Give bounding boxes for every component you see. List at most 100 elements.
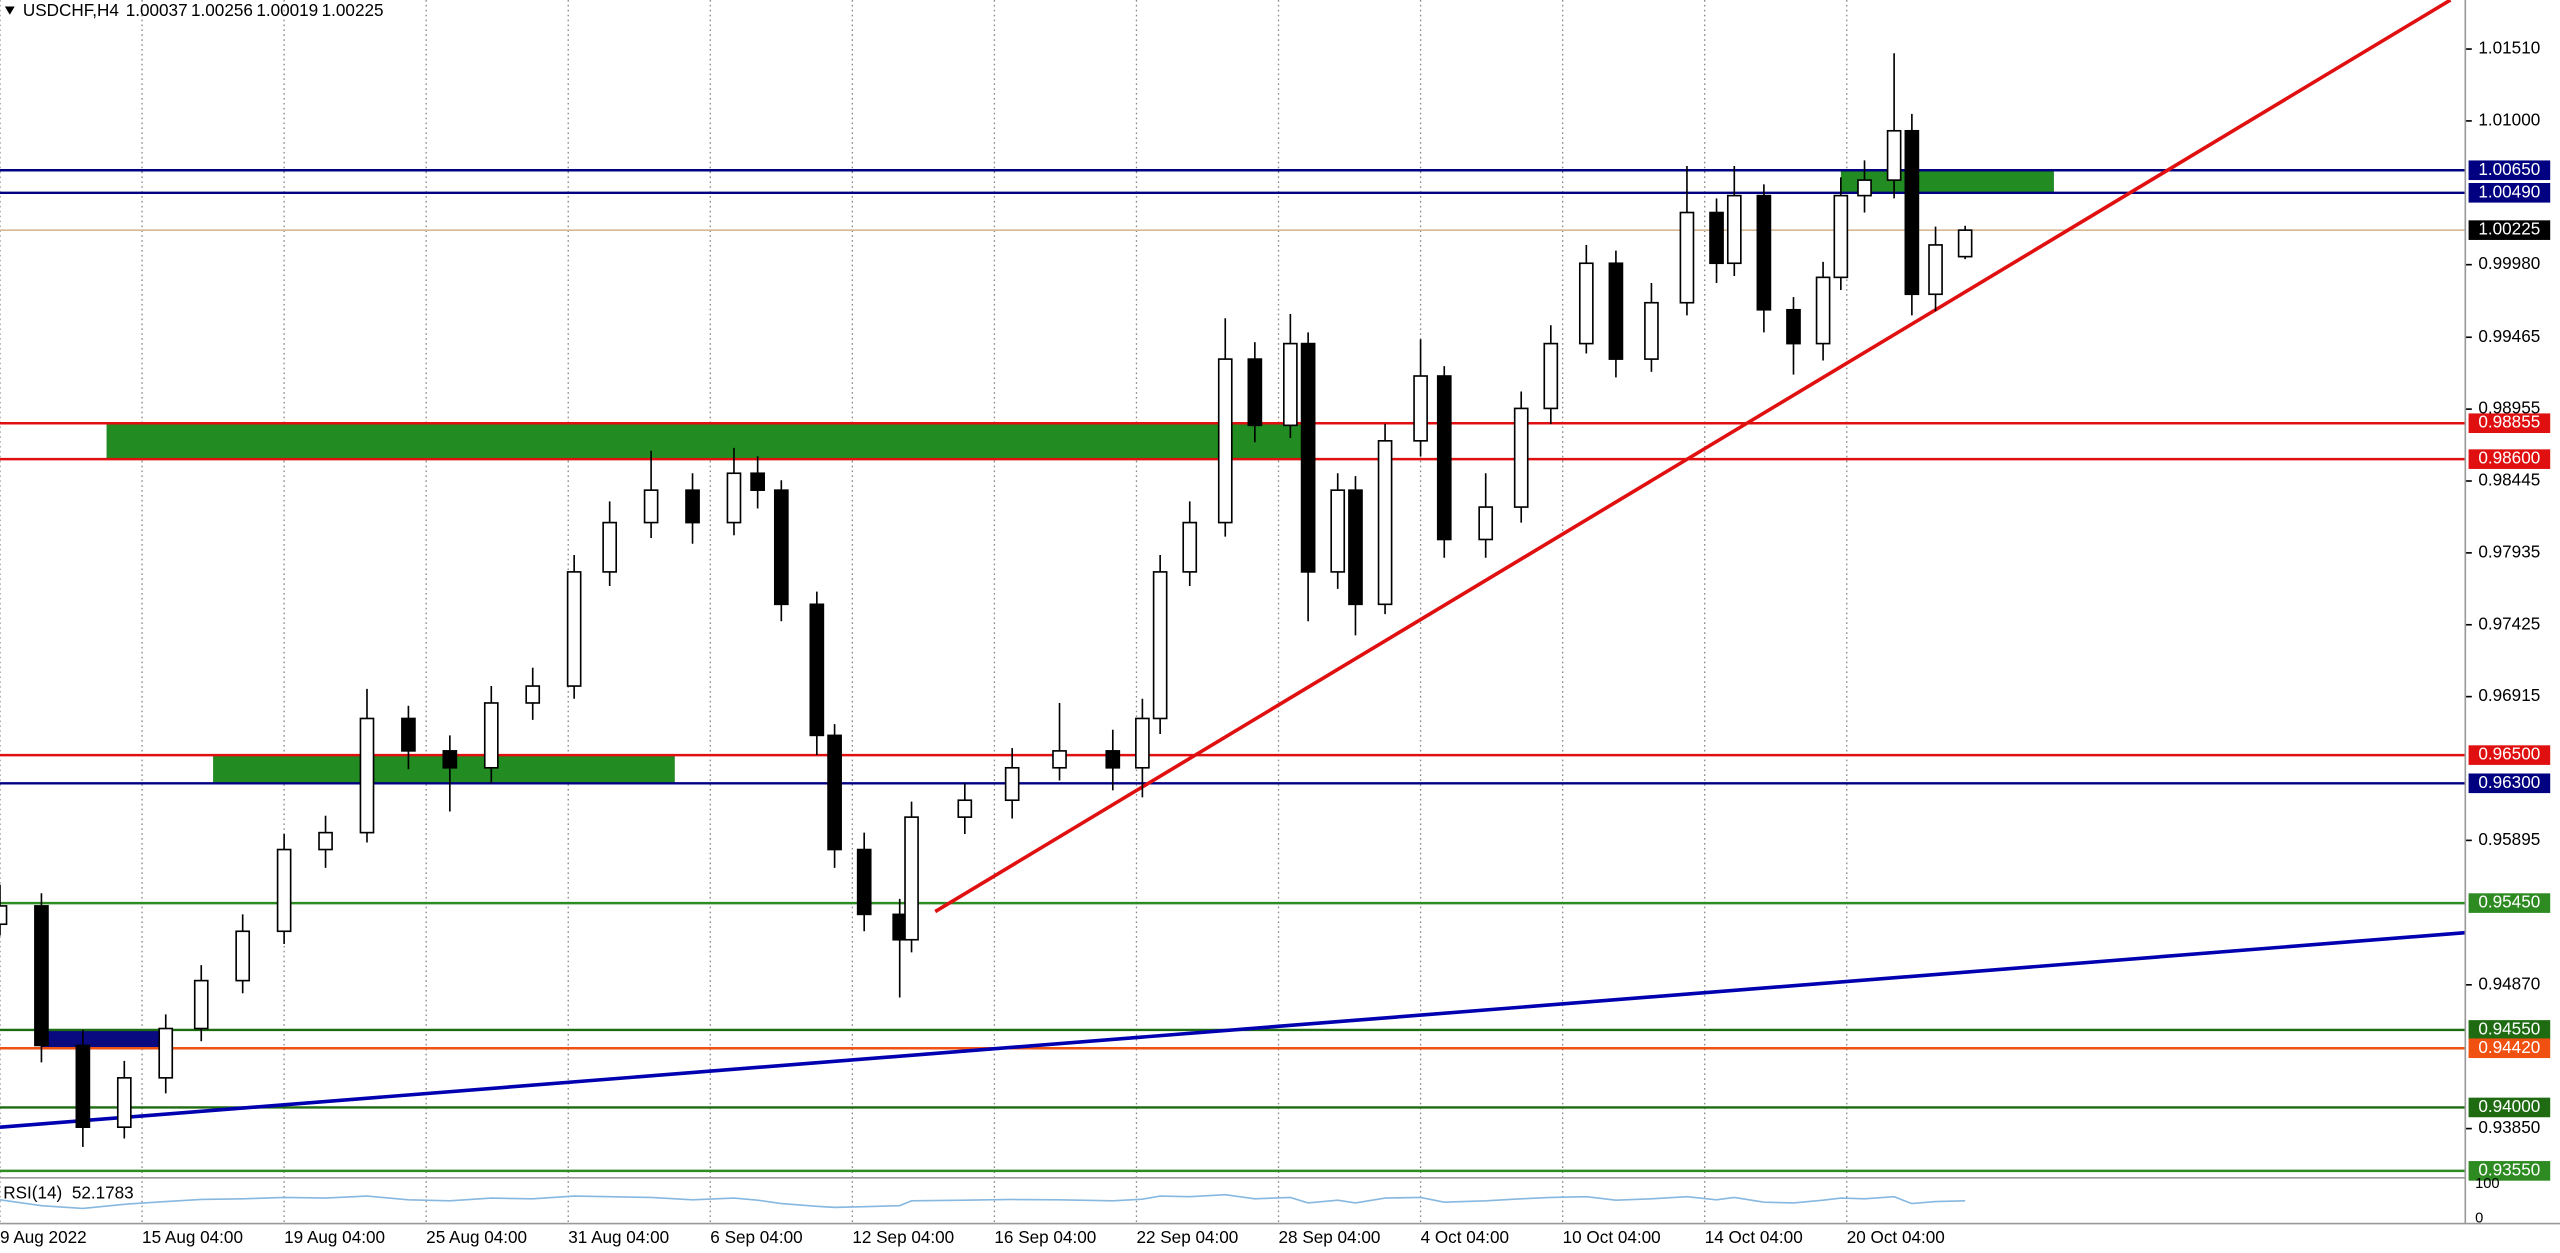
candle-body — [1436, 375, 1452, 541]
level-label: 1.00650 — [2478, 159, 2540, 179]
y-tick-label: 0.97425 — [2478, 613, 2540, 633]
level-label: 0.96300 — [2478, 772, 2540, 792]
candle-body — [1726, 194, 1742, 265]
candle-body — [75, 1044, 91, 1128]
candle-body — [1608, 262, 1624, 360]
candle-body — [1413, 375, 1428, 442]
candle-body — [1786, 308, 1801, 345]
candle-body — [904, 816, 919, 941]
level-tag — [2468, 893, 2551, 913]
level-tag — [2468, 1020, 2551, 1040]
candle-body — [1300, 342, 1316, 573]
candle-body — [773, 489, 789, 606]
y-tick-label: 0.98955 — [2478, 398, 2540, 418]
candle-body — [1904, 129, 1920, 296]
x-tick-label: 22 Sep 04:00 — [1136, 1227, 1238, 1247]
level-label: 0.93550 — [2478, 1159, 2540, 1179]
candle-body — [750, 472, 765, 491]
candle-body — [827, 734, 842, 851]
y-tick-label: 0.93850 — [2478, 1117, 2540, 1137]
level-tag — [2468, 1161, 2551, 1181]
y-tick-label: 0.94870 — [2478, 973, 2540, 993]
y-tick-label: 0.98445 — [2478, 470, 2540, 490]
candle-body — [525, 685, 541, 704]
candle-body — [1135, 717, 1150, 769]
x-tick-label: 16 Sep 04:00 — [994, 1227, 1096, 1247]
level-tag — [2468, 449, 2551, 469]
candle-body — [809, 603, 825, 737]
candle-body — [1247, 358, 1263, 427]
candle-body — [1330, 489, 1346, 573]
candle-body — [1815, 276, 1831, 345]
level-label: 0.94420 — [2478, 1037, 2540, 1057]
candle-body — [643, 489, 659, 524]
current-price-tag — [2468, 220, 2551, 240]
candle-body — [1578, 262, 1594, 345]
x-tick-label: 28 Sep 04:00 — [1279, 1227, 1381, 1247]
indicator-name: RSI(14) — [3, 1183, 62, 1203]
candle-body — [1833, 194, 1849, 279]
y-tick-label: 0.96915 — [2478, 685, 2540, 705]
candle-body — [0, 905, 8, 926]
candle-body — [1709, 211, 1724, 265]
candle-body — [1478, 506, 1494, 541]
candle-body — [318, 831, 333, 851]
candle-body — [1928, 244, 1943, 296]
candle-body — [1543, 342, 1559, 410]
level-tag — [2468, 773, 2551, 794]
candle-body — [1283, 342, 1298, 427]
candle-body — [116, 1077, 132, 1128]
trendline — [0, 930, 2466, 1129]
candle-body — [483, 702, 499, 769]
x-tick-label: 15 Aug 04:00 — [142, 1227, 243, 1247]
candle-body — [1886, 129, 1902, 181]
candle-body — [158, 1027, 174, 1079]
candle-body — [193, 979, 209, 1030]
x-tick-label: 9 Aug 2022 — [0, 1227, 87, 1247]
rsi-line — [0, 1193, 1966, 1210]
level-tag — [2468, 413, 2551, 434]
candle-body — [1052, 750, 1067, 769]
candle-body — [957, 799, 973, 818]
trendline — [934, 0, 2452, 914]
candle-body — [566, 571, 582, 687]
x-tick-label: 20 Oct 04:00 — [1847, 1227, 1945, 1247]
ohlc-open: 1.00037 — [126, 0, 188, 20]
y-tick-label: 0.99980 — [2478, 253, 2540, 273]
level-tag — [2468, 1097, 2551, 1118]
candle-body — [1644, 301, 1659, 360]
level-tag — [2468, 160, 2551, 181]
current-price-label: 1.00225 — [2478, 219, 2540, 239]
level-tag — [2468, 745, 2551, 765]
level-label: 1.00490 — [2478, 181, 2540, 201]
level-tag — [2468, 1038, 2551, 1059]
candle-body — [1377, 440, 1393, 606]
menu-triangle[interactable] — [4, 6, 15, 15]
candle-body — [602, 521, 618, 573]
level-label: 0.94550 — [2478, 1018, 2540, 1038]
zone — [1840, 170, 2054, 193]
x-tick-label: 6 Sep 04:00 — [710, 1227, 802, 1247]
y-tick-label: 0.99465 — [2478, 326, 2540, 346]
level-label: 0.94000 — [2478, 1096, 2540, 1116]
x-tick-label: 4 Oct 04:00 — [1421, 1227, 1510, 1247]
candle-body — [1217, 358, 1233, 524]
candle-body — [34, 905, 49, 1047]
zone — [106, 423, 1303, 460]
candle-body — [1152, 571, 1168, 720]
y-tick-label: 0.95895 — [2478, 829, 2540, 849]
level-label: 0.98855 — [2478, 412, 2540, 432]
y-tick-label: 0.97935 — [2478, 541, 2540, 561]
candle-body — [726, 472, 742, 524]
candle-body — [401, 717, 416, 752]
rsi-tick-label: 0 — [2475, 1211, 2483, 1227]
x-tick-label: 12 Sep 04:00 — [852, 1227, 954, 1247]
candle-body — [1182, 521, 1198, 573]
candle-body — [1756, 194, 1772, 311]
ohlc-close: 1.00225 — [322, 0, 384, 20]
level-label: 0.98600 — [2478, 448, 2540, 468]
candle-body — [442, 750, 458, 769]
candle-body — [1004, 766, 1020, 802]
